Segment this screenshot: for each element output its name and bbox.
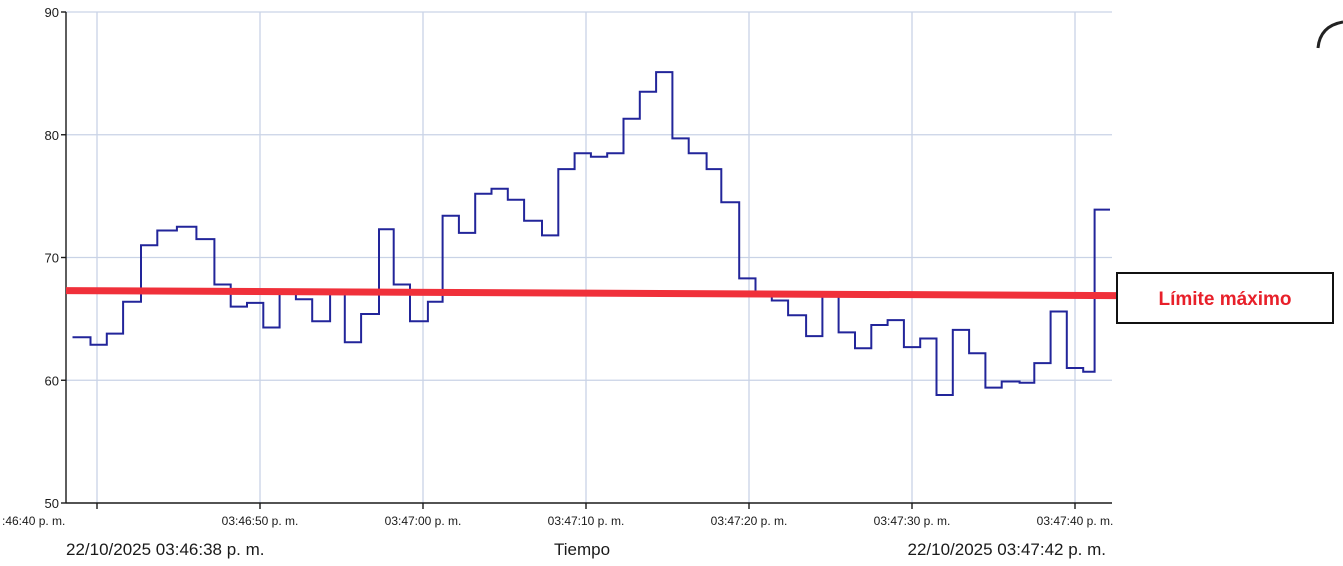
- grid: [61, 11, 1112, 509]
- x-tick-label: 03:46:50 p. m.: [222, 514, 299, 528]
- limit-label: Límite máximo: [1158, 289, 1291, 310]
- x-tick-label: 03:47:40 p. m.: [1037, 514, 1114, 528]
- y-tick-label: 70: [45, 251, 59, 266]
- limit-annotation: Límite máximo: [65, 272, 1334, 324]
- x-tick-labels: :46:40 p. m. 03:46:50 p. m. 03:47:00 p. m.…: [2, 514, 1113, 528]
- x-tick-label: 03:47:30 p. m.: [874, 514, 951, 528]
- limit-line: [65, 287, 1118, 300]
- series: [72, 71, 1110, 396]
- limit-label-box: [1116, 272, 1334, 324]
- x-tick-label: 03:47:20 p. m.: [711, 514, 788, 528]
- series-line: [72, 71, 1110, 396]
- y-tick-label: 90: [45, 5, 59, 20]
- range-start-label: 22/10/2025 03:46:38 p. m.: [66, 540, 265, 559]
- x-tick-label: :46:40 p. m.: [2, 514, 65, 528]
- axes: [65, 12, 1112, 504]
- y-tick-label: 60: [45, 373, 59, 388]
- y-tick-labels: 50 60 70 80 90: [45, 5, 59, 511]
- y-tick-label: 80: [45, 128, 59, 143]
- range-end-label: 22/10/2025 03:47:42 p. m.: [908, 540, 1107, 559]
- x-tick-label: 03:47:00 p. m.: [385, 514, 462, 528]
- y-tick-label: 50: [45, 496, 59, 511]
- corner-mark-decoration: [1316, 20, 1343, 49]
- x-axis-title: Tiempo: [554, 540, 610, 559]
- x-tick-label: 03:47:10 p. m.: [548, 514, 625, 528]
